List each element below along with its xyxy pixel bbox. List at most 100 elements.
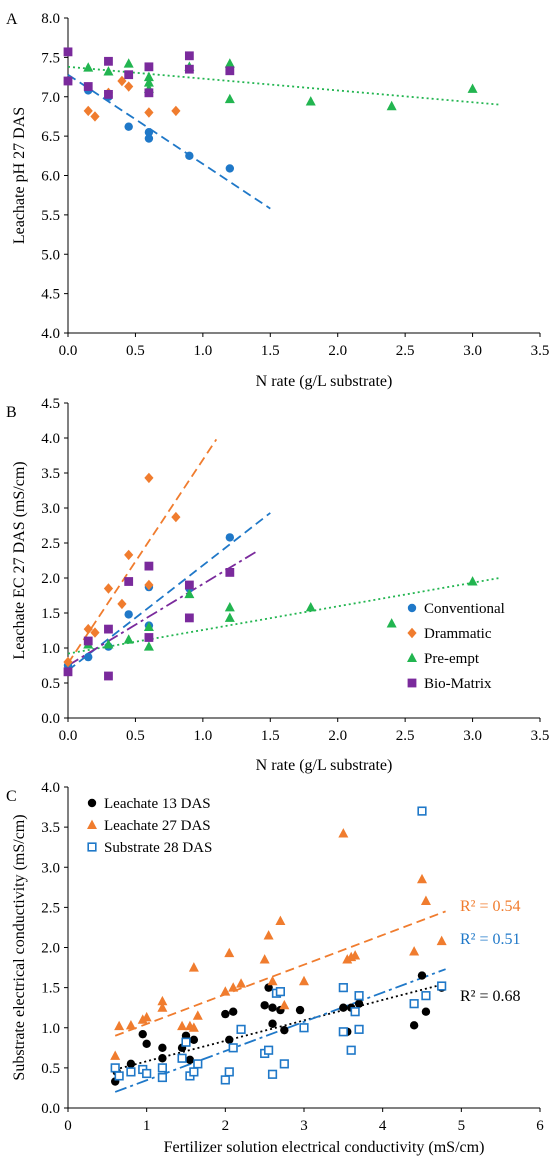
x-tick-label: 1.0 bbox=[193, 343, 212, 359]
data-point bbox=[225, 568, 235, 577]
x-tick-label: 2.5 bbox=[396, 343, 415, 359]
x-tick-label: 1.0 bbox=[193, 728, 212, 744]
panel-c-y-axis-label: Substrate electrical conductivity (mS/cm… bbox=[11, 814, 28, 1080]
data-point bbox=[63, 667, 73, 677]
data-point bbox=[225, 1035, 234, 1044]
legend-marker bbox=[407, 652, 417, 662]
x-tick-label: 1.5 bbox=[261, 728, 280, 744]
y-tick-label: 1.0 bbox=[41, 641, 60, 657]
y-tick-label: 6.0 bbox=[41, 169, 60, 185]
data-point bbox=[90, 111, 100, 122]
data-point bbox=[158, 1043, 167, 1053]
data-point bbox=[83, 62, 94, 72]
panel-b-x-axis-label: N rate (g/L substrate) bbox=[256, 757, 393, 774]
legend-label: Leachate 27 DAS bbox=[104, 818, 211, 834]
data-point bbox=[126, 1059, 136, 1069]
data-point bbox=[220, 986, 231, 996]
y-tick-label: 3.0 bbox=[41, 860, 60, 876]
data-point bbox=[144, 127, 154, 137]
x-tick-label: 5 bbox=[458, 1118, 466, 1134]
panel-a-label: A bbox=[6, 11, 18, 28]
y-tick-label: 3.0 bbox=[41, 501, 60, 517]
legend-label: Pre-empt bbox=[424, 651, 480, 667]
data-point bbox=[264, 983, 273, 992]
trendline-leachate-27-das bbox=[114, 910, 446, 1037]
y-tick-label: 5.5 bbox=[41, 208, 60, 224]
trendline-leachate-13-das bbox=[114, 982, 446, 1071]
data-point bbox=[141, 1011, 152, 1022]
data-point bbox=[305, 602, 316, 612]
data-point bbox=[299, 975, 309, 986]
data-point bbox=[104, 671, 113, 681]
data-point bbox=[184, 580, 194, 590]
data-point bbox=[124, 577, 134, 586]
data-point bbox=[63, 76, 73, 86]
legend-label: Bio-Matrix bbox=[424, 676, 492, 692]
trendline-pre-empt bbox=[67, 577, 500, 655]
data-point bbox=[144, 579, 154, 591]
data-point bbox=[144, 134, 154, 143]
data-point bbox=[224, 93, 235, 104]
data-point bbox=[409, 999, 419, 1009]
data-point bbox=[104, 624, 113, 634]
data-point bbox=[177, 1020, 188, 1031]
data-point bbox=[421, 991, 431, 1001]
data-point bbox=[144, 107, 154, 118]
series-pre-empt bbox=[83, 58, 478, 111]
data-point bbox=[114, 1071, 124, 1081]
data-point bbox=[220, 1075, 230, 1085]
data-point bbox=[177, 1053, 187, 1063]
x-tick-label: 3 bbox=[300, 1118, 308, 1134]
data-point bbox=[189, 1067, 199, 1077]
data-point bbox=[279, 1059, 289, 1069]
panel-c-label: C bbox=[6, 788, 17, 805]
data-point bbox=[436, 935, 447, 946]
y-tick-label: 3.5 bbox=[41, 820, 60, 836]
series-leachate-13-das bbox=[111, 971, 446, 1086]
data-point bbox=[354, 999, 364, 1008]
data-point bbox=[103, 583, 114, 594]
data-point bbox=[236, 1024, 246, 1034]
data-point bbox=[188, 1022, 199, 1032]
series-pre-empt bbox=[83, 576, 478, 651]
legend-marker bbox=[407, 627, 417, 639]
data-point bbox=[171, 511, 181, 523]
data-point bbox=[83, 105, 93, 117]
y-tick-label: 4.0 bbox=[41, 326, 60, 342]
y-tick-label: 2.0 bbox=[41, 571, 60, 587]
data-point bbox=[84, 652, 93, 662]
x-tick-label: 0.5 bbox=[126, 728, 145, 744]
legend-label: Leachate 13 DAS bbox=[104, 796, 211, 812]
y-tick-label: 4.0 bbox=[41, 780, 60, 796]
data-point bbox=[225, 533, 235, 542]
x-tick-label: 0.0 bbox=[59, 343, 78, 359]
y-tick-label: 0.0 bbox=[41, 1101, 60, 1117]
data-point bbox=[143, 77, 154, 87]
x-tick-label: 6 bbox=[536, 1118, 544, 1134]
data-point bbox=[295, 1005, 305, 1015]
data-point bbox=[124, 81, 134, 92]
data-point bbox=[63, 656, 73, 668]
x-tick-label: 0.5 bbox=[126, 343, 145, 359]
series-drammatic bbox=[83, 75, 181, 122]
data-point bbox=[409, 946, 420, 956]
data-point bbox=[225, 66, 235, 76]
data-point bbox=[267, 975, 278, 986]
y-tick-label: 0.5 bbox=[41, 676, 60, 692]
data-point bbox=[137, 1014, 148, 1024]
data-point bbox=[123, 58, 134, 68]
y-tick-label: 4.5 bbox=[41, 287, 60, 303]
legend-label: Substrate 28 DAS bbox=[104, 840, 212, 856]
data-point bbox=[386, 100, 397, 111]
data-point bbox=[103, 66, 114, 76]
data-point bbox=[104, 89, 113, 99]
y-tick-label: 6.5 bbox=[41, 129, 60, 145]
legend-marker bbox=[87, 842, 97, 852]
y-tick-label: 2.5 bbox=[41, 536, 60, 552]
legend-label: Conventional bbox=[424, 601, 505, 617]
y-tick-label: 2.5 bbox=[41, 900, 60, 916]
data-point bbox=[144, 633, 154, 642]
data-point bbox=[103, 639, 114, 649]
trendline-substrate-28-das bbox=[114, 968, 446, 1093]
